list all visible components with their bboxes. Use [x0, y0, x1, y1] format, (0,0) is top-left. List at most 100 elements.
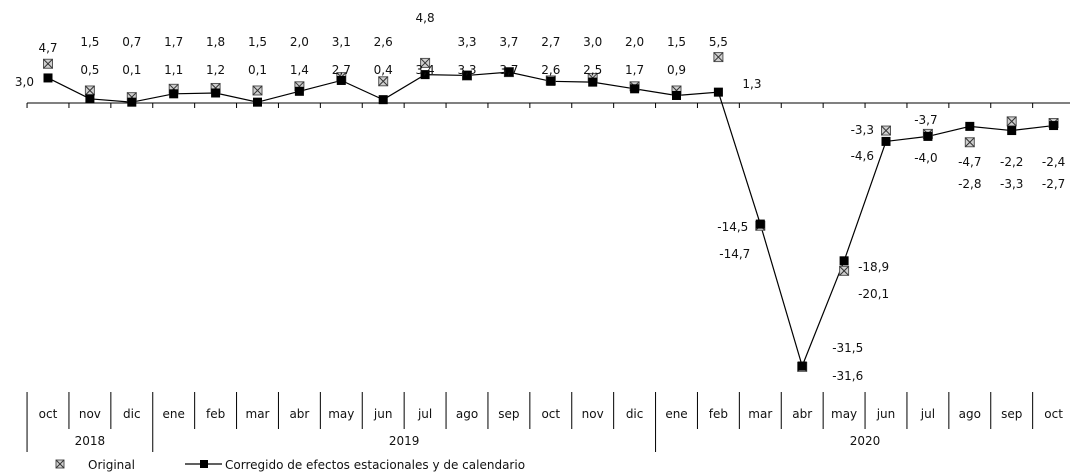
legend-adjusted-icon [200, 460, 208, 468]
data-label: -2,2 [1000, 155, 1023, 169]
data-label: -2,8 [958, 177, 981, 191]
x-tick-label: sep [1001, 407, 1022, 421]
adjusted-point [294, 86, 304, 96]
original-point [839, 265, 850, 276]
legend-item-adjusted: Corregido de efectos estacionales y de c… [185, 458, 525, 472]
data-label: 3,4 [416, 63, 435, 77]
data-label: -3,3 [1000, 177, 1023, 191]
data-label: -14,5 [717, 220, 748, 234]
x-tick-label: feb [206, 407, 225, 421]
x-tick-label: may [328, 407, 354, 421]
x-tick-label: jun [373, 407, 393, 421]
adjusted-point [630, 84, 640, 94]
original-point [1006, 116, 1017, 127]
x-tick-label: oct [1044, 407, 1063, 421]
data-label: 3,0 [583, 35, 602, 49]
adjusted-point [588, 77, 598, 87]
adjusted-point [127, 97, 137, 107]
data-label: 2,6 [541, 63, 560, 77]
adjusted-point [43, 73, 53, 83]
data-label: 2,0 [290, 35, 309, 49]
series-lines [47, 71, 1054, 368]
x-tick-label: ago [959, 407, 981, 421]
data-label: 1,7 [625, 63, 644, 77]
data-label: -20,1 [858, 287, 889, 301]
data-label: 0,1 [248, 63, 267, 77]
adjusted-point [1007, 126, 1017, 136]
data-label: 1,7 [164, 35, 183, 49]
data-label: 1,4 [290, 63, 309, 77]
data-label: 5,5 [709, 35, 728, 49]
adjusted-point [85, 94, 95, 104]
x-tick-label: sep [498, 407, 519, 421]
data-label: -2,7 [1042, 177, 1065, 191]
adjusted-point [211, 88, 221, 98]
legend-original-marker [55, 459, 65, 469]
data-label: 1,2 [206, 63, 225, 77]
data-label: 1,3 [742, 77, 761, 91]
original-point [43, 58, 53, 69]
x-tick-label: jul [920, 407, 935, 421]
data-label: 0,9 [667, 63, 686, 77]
data-label: 1,5 [80, 35, 99, 49]
data-label: 1,1 [164, 63, 183, 77]
data-label: -2,4 [1042, 155, 1065, 169]
data-label: 4,7 [38, 41, 57, 55]
data-label: 1,5 [248, 35, 267, 49]
data-label: 2,7 [541, 35, 560, 49]
data-label: 0,4 [374, 63, 393, 77]
x-tick-label: nov [79, 407, 101, 421]
data-label: 3,3 [457, 63, 476, 77]
legend-item-original: Original [55, 458, 135, 472]
legend-adjusted-label: Corregido de efectos estacionales y de c… [225, 458, 525, 472]
x-tick-label: mar [246, 407, 270, 421]
data-label: -3,3 [851, 123, 874, 137]
data-label: 3,3 [457, 35, 476, 49]
adjusted-point [253, 97, 262, 107]
data-label: 3,7 [499, 63, 518, 77]
data-label: -4,0 [914, 151, 937, 165]
original-point [964, 137, 975, 148]
data-label: 2,6 [374, 35, 393, 49]
data-label: 0,5 [80, 63, 99, 77]
data-label: 0,1 [122, 63, 141, 77]
x-tick-label: dic [626, 407, 644, 421]
x-tick-label: jun [876, 407, 896, 421]
adjusted-point [965, 121, 975, 131]
data-label: -14,7 [719, 247, 750, 261]
data-label: 4,8 [416, 11, 435, 25]
x-tick-label: may [831, 407, 857, 421]
data-label: 3,7 [499, 35, 518, 49]
adjusted-point [462, 70, 472, 80]
x-tick-label: nov [582, 407, 604, 421]
data-label: -4,6 [851, 149, 874, 163]
adjusted-point [923, 131, 933, 141]
adjusted-point [546, 76, 556, 86]
data-label: -18,9 [858, 260, 889, 274]
data-label: 1,8 [206, 35, 225, 49]
adjusted-point [1049, 121, 1059, 131]
original-point [378, 76, 389, 87]
original-point [84, 85, 95, 96]
x-tick-label: oct [39, 407, 58, 421]
x-tick-label: jul [417, 407, 432, 421]
x-tick-label: abr [289, 407, 309, 421]
x-tick-label: ene [665, 407, 687, 421]
x-year-label: 2019 [389, 434, 420, 448]
data-label: -3,7 [914, 113, 937, 127]
adjusted-point [797, 361, 807, 371]
x-tick-label: ene [163, 407, 185, 421]
adjusted-point [755, 219, 765, 229]
x-year-label: 2020 [850, 434, 881, 448]
x-tick-label: feb [709, 407, 728, 421]
adjusted-series-line [47, 71, 1054, 368]
legend-original-icon [55, 459, 65, 469]
data-label: 2,5 [583, 63, 602, 77]
original-point [713, 52, 724, 63]
x-year-label: 2018 [75, 434, 106, 448]
data-label: 1,5 [667, 35, 686, 49]
data-label: -31,5 [832, 341, 863, 355]
adjusted-point [713, 87, 723, 97]
adjusted-point [378, 95, 388, 105]
